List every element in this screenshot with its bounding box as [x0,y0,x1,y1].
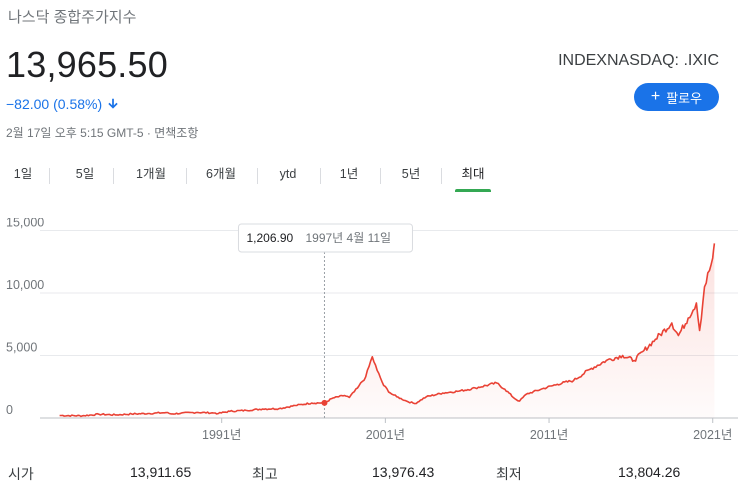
y-tick-label: 10,000 [6,278,44,292]
tab-1m[interactable]: 1개월 [128,160,174,192]
tooltip-box [237,223,413,253]
stat-low-value: 13,804.26 [618,464,681,480]
tooltip-date: 1997년 4월 11일 [305,231,391,245]
y-tick-label: 15,000 [6,218,44,230]
timestamp-disclaimer: 2월 17일 오후 5:15 GMT-5 · 면책조항 [6,126,199,140]
arrow-down-icon [108,98,118,109]
stat-high-value: 13,976.43 [372,464,435,480]
tab-divider [113,168,114,184]
tab-label: 1년 [339,167,359,181]
tab-divider [257,168,258,184]
tab-1y[interactable]: 1년 [334,160,364,192]
price-change-text: −82.00 (0.58%) [6,96,103,112]
tab-label: ytd [279,167,297,181]
x-tick-label: 2021년 [693,428,732,442]
tab-5d[interactable]: 5일 [68,160,102,192]
tooltip-value: 1,206.90 [246,231,293,245]
tab-max[interactable]: 최대 [455,160,491,192]
tab-label: 6개월 [206,167,236,181]
tab-1d[interactable]: 1일 [6,160,40,192]
tab-label: 5년 [401,167,421,181]
tab-divider [441,168,442,184]
range-tabs: 1일 5일 1개월 6개월 ytd 1년 5년 최대 [0,160,743,192]
hover-point [321,399,328,406]
tab-divider [380,168,381,184]
tab-divider [320,168,321,184]
follow-button[interactable]: + 팔로우 [634,83,719,111]
stat-low-label: 최저 [496,466,522,482]
tab-ytd[interactable]: ytd [272,160,304,192]
tab-divider [49,168,50,184]
tab-label: 최대 [461,167,485,181]
follow-button-label: 팔로우 [666,90,703,106]
hover-tooltip: 1,206.90 1997년 4월 11일 [237,223,413,253]
tab-6m[interactable]: 6개월 [196,160,246,192]
tab-label: 1일 [13,167,33,181]
current-price: 13,965.50 [6,44,168,85]
stats-row: 시가 13,911.65 최고 13,976.43 최저 13,804.26 [0,458,743,488]
y-tick-label: 5,000 [6,341,37,355]
x-tick-label: 2001년 [366,428,405,442]
tab-divider [186,168,187,184]
stat-open-label: 시가 [8,466,34,482]
price-area-fill [59,243,715,418]
ticker-symbol: INDEXNASDAQ: .IXIC [558,52,719,69]
active-tab-indicator [455,189,491,192]
tab-label: 1개월 [136,167,166,181]
stat-open-value: 13,911.65 [130,464,192,480]
index-title: 나스닥 종합주가지수 [8,9,137,26]
y-tick-label: 0 [6,403,13,417]
plus-icon: + [650,88,661,105]
stat-high-label: 최고 [252,466,278,482]
x-tick-label: 1991년 [202,428,241,442]
x-tick-label: 2011년 [530,428,568,442]
tab-5y[interactable]: 5년 [396,160,426,192]
price-line [59,243,716,418]
price-change: −82.00 (0.58%) [6,96,120,112]
tab-label: 5일 [75,167,95,181]
